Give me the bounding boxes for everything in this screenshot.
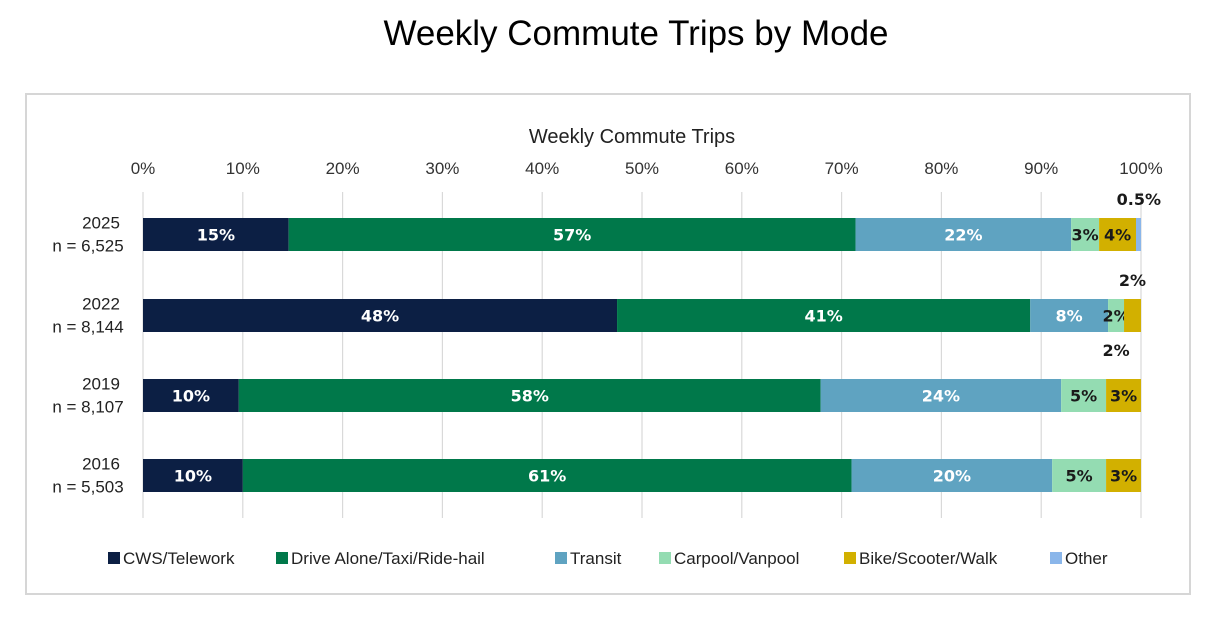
bar-segment (242, 459, 852, 492)
bar-segment (820, 379, 1062, 412)
data-label: 3% (1110, 387, 1137, 406)
chart-title: Weekly Commute Trips by Mode (383, 14, 889, 53)
bar-segment (855, 218, 1072, 251)
x-tick-label: 20% (326, 159, 360, 178)
data-label: 8% (1056, 307, 1083, 326)
bar-segment (288, 218, 856, 251)
legend-label: CWS/Telework (123, 549, 235, 568)
bar-segment (238, 379, 821, 412)
category-year-label: 2016 (82, 455, 120, 474)
data-label: 3% (1072, 226, 1099, 245)
legend-label: Other (1065, 549, 1108, 568)
legend-swatch (844, 552, 856, 564)
category-year-label: 2022 (82, 295, 120, 314)
category-n-label: n = 6,525 (52, 237, 123, 256)
data-label: 57% (553, 226, 591, 245)
category-n-label: n = 8,107 (52, 398, 123, 417)
annotation-label: 2% (1119, 271, 1146, 290)
x-tick-label: 0% (131, 159, 156, 178)
bar-segment (143, 299, 618, 332)
bar-segment (1106, 459, 1141, 492)
annotation-label: 0.5% (1117, 190, 1161, 209)
data-label: 20% (933, 467, 971, 486)
data-label: 10% (174, 467, 212, 486)
legend-swatch (108, 552, 120, 564)
x-tick-label: 10% (226, 159, 260, 178)
bar-segment (1030, 299, 1109, 332)
category-year-label: 2025 (82, 214, 120, 233)
category-n-label: n = 8,144 (52, 318, 123, 337)
data-label: 10% (172, 387, 210, 406)
bar-segment (143, 218, 289, 251)
legend-label: Transit (570, 549, 622, 568)
legend-swatch (555, 552, 567, 564)
data-label: 41% (804, 307, 842, 326)
legend-label: Bike/Scooter/Walk (859, 549, 998, 568)
data-label: 5% (1070, 387, 1097, 406)
data-label: 24% (922, 387, 960, 406)
data-label: 48% (361, 307, 399, 326)
x-axis-title: Weekly Commute Trips (529, 126, 735, 148)
x-tick-label: 50% (625, 159, 659, 178)
bar-segment (1108, 299, 1125, 332)
x-tick-label: 70% (825, 159, 859, 178)
x-tick-label: 80% (924, 159, 958, 178)
bar-segment (1061, 379, 1107, 412)
data-label: 22% (944, 226, 982, 245)
x-tick-label: 90% (1024, 159, 1058, 178)
legend-label: Carpool/Vanpool (674, 549, 799, 568)
chart-frame (25, 93, 1191, 595)
annotation-label: 2% (1102, 341, 1129, 360)
data-label: 15% (197, 226, 235, 245)
x-tick-label: 100% (1119, 159, 1162, 178)
data-label: 3% (1110, 467, 1137, 486)
data-label: 4% (1104, 226, 1131, 245)
bar-segment (1106, 379, 1141, 412)
bar-segment (1124, 299, 1141, 332)
data-label: 61% (528, 467, 566, 486)
legend-swatch (659, 552, 671, 564)
category-n-label: n = 5,503 (52, 478, 123, 497)
x-tick-label: 40% (525, 159, 559, 178)
data-label: 5% (1066, 467, 1093, 486)
category-year-label: 2019 (82, 375, 120, 394)
bar-segment (617, 299, 1031, 332)
legend-label: Drive Alone/Taxi/Ride-hail (291, 549, 485, 568)
bar-segment (143, 459, 243, 492)
bar-segment (851, 459, 1053, 492)
legend-swatch (1050, 552, 1062, 564)
data-label: 2% (1102, 307, 1129, 326)
bar-segment (1052, 459, 1107, 492)
x-tick-label: 60% (725, 159, 759, 178)
bar-segment (1136, 218, 1141, 251)
bar-segment (1099, 218, 1137, 251)
data-label: 58% (511, 387, 549, 406)
bar-segment (143, 379, 239, 412)
x-tick-label: 30% (425, 159, 459, 178)
bar-segment (1071, 218, 1100, 251)
legend-swatch (276, 552, 288, 564)
